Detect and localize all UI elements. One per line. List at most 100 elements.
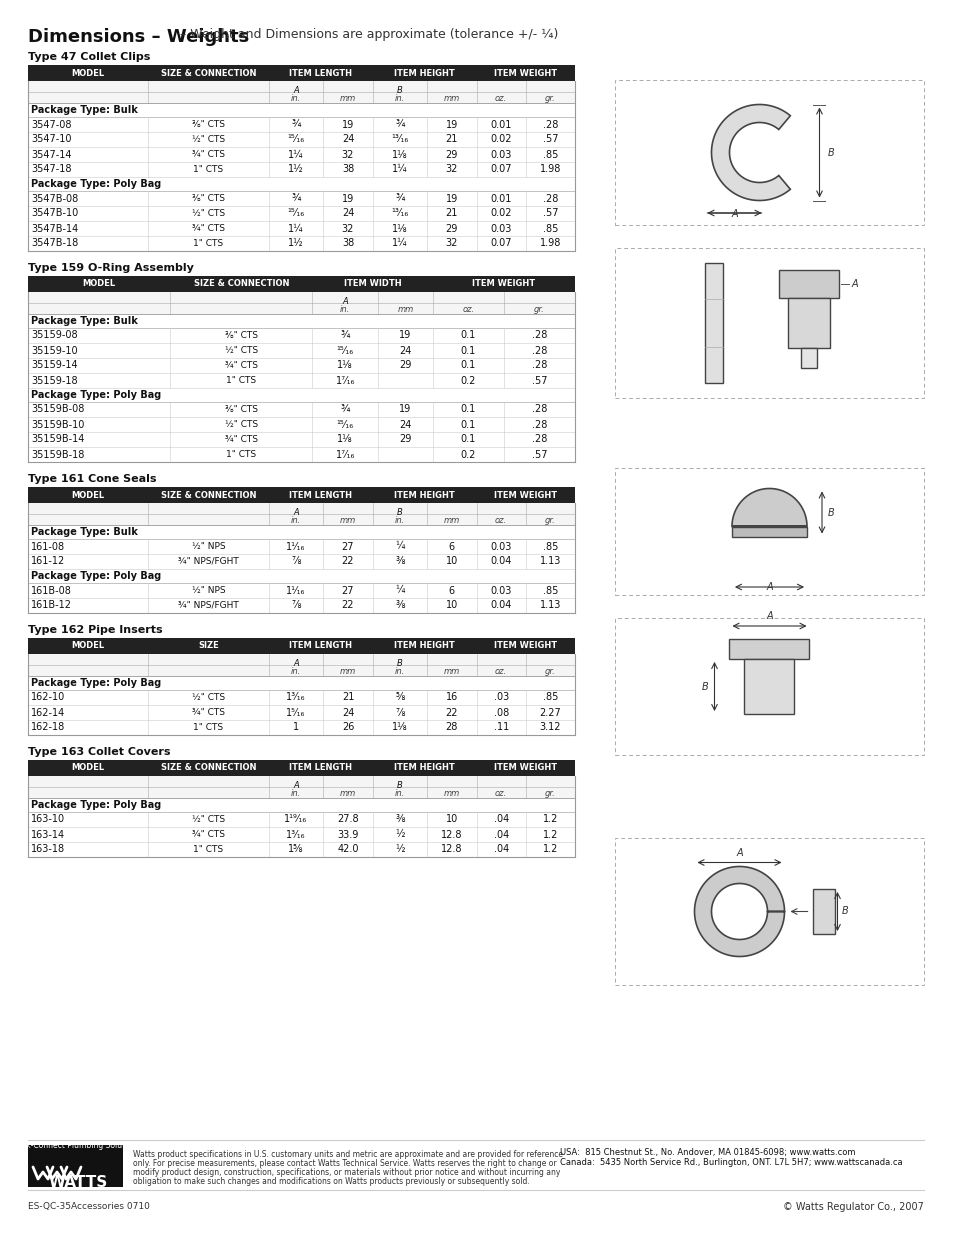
Text: A: A — [293, 659, 298, 668]
Text: ES-QC-35Accessories 0710: ES-QC-35Accessories 0710 — [28, 1202, 150, 1212]
Text: Package Type: Bulk: Package Type: Bulk — [30, 105, 138, 115]
Bar — [28, 147, 575, 162]
Text: .57: .57 — [542, 135, 558, 144]
Text: ¾" CTS: ¾" CTS — [225, 435, 257, 445]
Text: 38: 38 — [341, 164, 354, 174]
Text: ¹⁵⁄₁₆: ¹⁵⁄₁₆ — [336, 420, 354, 430]
Text: WATTS: WATTS — [49, 1174, 108, 1191]
Text: A: A — [342, 296, 348, 306]
Bar — [28, 177, 575, 191]
Bar — [731, 526, 806, 536]
Text: 161-12: 161-12 — [30, 557, 65, 567]
Text: .04: .04 — [493, 845, 508, 855]
Text: .85: .85 — [542, 541, 558, 552]
Text: 1.13: 1.13 — [539, 600, 560, 610]
Text: 0.07: 0.07 — [490, 164, 512, 174]
Text: .28: .28 — [531, 361, 547, 370]
Text: 1¼: 1¼ — [288, 224, 303, 233]
Text: ⅜: ⅜ — [395, 557, 404, 567]
Bar — [28, 705, 575, 720]
Text: 19: 19 — [445, 194, 457, 204]
Text: MODEL: MODEL — [71, 68, 105, 78]
Text: ⅜" CTS: ⅜" CTS — [225, 331, 257, 340]
Text: 1⅛: 1⅛ — [337, 435, 353, 445]
Text: 28: 28 — [445, 722, 457, 732]
Text: 162-10: 162-10 — [30, 693, 65, 703]
Text: 1: 1 — [293, 722, 299, 732]
Text: 1⁷⁄₁₆: 1⁷⁄₁₆ — [335, 375, 355, 385]
Text: ¾" NPS/FGHT: ¾" NPS/FGHT — [178, 601, 238, 610]
Text: ⅜: ⅜ — [395, 815, 404, 825]
Text: 163-10: 163-10 — [30, 815, 65, 825]
Bar — [28, 206, 575, 221]
Text: Canada:  5435 North Service Rd., Burlington, ONT. L7L 5H7; www.wattscanada.ca: Canada: 5435 North Service Rd., Burlingt… — [559, 1158, 902, 1167]
Text: .04: .04 — [493, 815, 508, 825]
Text: 1⅛: 1⅛ — [392, 149, 407, 159]
Text: ¾: ¾ — [291, 194, 300, 204]
Bar — [615, 248, 923, 398]
Text: mm: mm — [339, 516, 355, 525]
Text: A: A — [730, 209, 737, 219]
Text: 19: 19 — [341, 194, 354, 204]
Text: 1¼: 1¼ — [392, 238, 407, 248]
Bar — [28, 776, 575, 798]
Bar — [788, 298, 830, 348]
Text: 0.01: 0.01 — [490, 120, 512, 130]
Text: A: A — [293, 508, 298, 517]
Text: 3547B-08: 3547B-08 — [30, 194, 78, 204]
Text: 1³⁄₁₆: 1³⁄₁₆ — [286, 830, 306, 840]
Text: 0.2: 0.2 — [460, 375, 476, 385]
Bar — [729, 638, 809, 659]
Text: 1.98: 1.98 — [539, 164, 560, 174]
Text: 32: 32 — [341, 149, 354, 159]
Text: ¾: ¾ — [340, 331, 350, 341]
Text: ITEM WEIGHT: ITEM WEIGHT — [494, 763, 557, 773]
Text: 1¼: 1¼ — [392, 164, 407, 174]
Text: ¼: ¼ — [395, 541, 404, 552]
Bar — [28, 598, 575, 613]
Text: A: A — [293, 781, 298, 790]
Text: Type 163 Collet Covers: Type 163 Collet Covers — [28, 747, 171, 757]
Text: ¹⁵⁄₁₆: ¹⁵⁄₁₆ — [336, 346, 354, 356]
Text: 162-14: 162-14 — [30, 708, 65, 718]
Text: SIZE & CONNECTION: SIZE & CONNECTION — [161, 68, 256, 78]
Text: A: A — [293, 86, 298, 95]
Text: Package Type: Poly Bag: Package Type: Poly Bag — [30, 800, 161, 810]
Text: 32: 32 — [445, 238, 457, 248]
Text: ITEM WEIGHT: ITEM WEIGHT — [472, 279, 535, 289]
Text: ITEM LENGTH: ITEM LENGTH — [289, 641, 352, 651]
Text: SIZE: SIZE — [198, 641, 218, 651]
Text: ½: ½ — [395, 830, 404, 840]
Text: 24: 24 — [398, 420, 411, 430]
Text: .57: .57 — [531, 375, 547, 385]
Text: ⅜" CTS: ⅜" CTS — [225, 405, 257, 414]
Text: 0.1: 0.1 — [460, 331, 476, 341]
Text: 32: 32 — [445, 164, 457, 174]
Text: 0.03: 0.03 — [490, 585, 512, 595]
Polygon shape — [694, 867, 783, 956]
Text: 22: 22 — [341, 600, 354, 610]
Text: ½" NPS: ½" NPS — [192, 542, 225, 551]
Text: 1½: 1½ — [288, 164, 303, 174]
Text: MODEL: MODEL — [71, 641, 105, 651]
Text: gr.: gr. — [534, 305, 544, 314]
Text: MODEL: MODEL — [71, 490, 105, 499]
Text: 19: 19 — [341, 120, 354, 130]
Bar — [28, 676, 575, 690]
Text: 1⅝: 1⅝ — [288, 845, 303, 855]
Text: 1" CTS: 1" CTS — [193, 240, 223, 248]
Bar — [28, 403, 575, 417]
Text: ½" CTS: ½" CTS — [192, 135, 225, 144]
Text: 29: 29 — [445, 149, 457, 159]
Text: modify product design, construction, specifications, or materials without prior : modify product design, construction, spe… — [132, 1168, 559, 1177]
Bar — [28, 720, 575, 735]
Bar — [28, 569, 575, 583]
Text: mm: mm — [443, 94, 459, 103]
Text: gr.: gr. — [544, 667, 556, 676]
Text: .57: .57 — [542, 209, 558, 219]
Bar — [28, 1145, 123, 1187]
Text: .85: .85 — [542, 224, 558, 233]
Bar — [705, 263, 722, 383]
Text: .28: .28 — [542, 194, 558, 204]
Bar — [28, 236, 575, 251]
